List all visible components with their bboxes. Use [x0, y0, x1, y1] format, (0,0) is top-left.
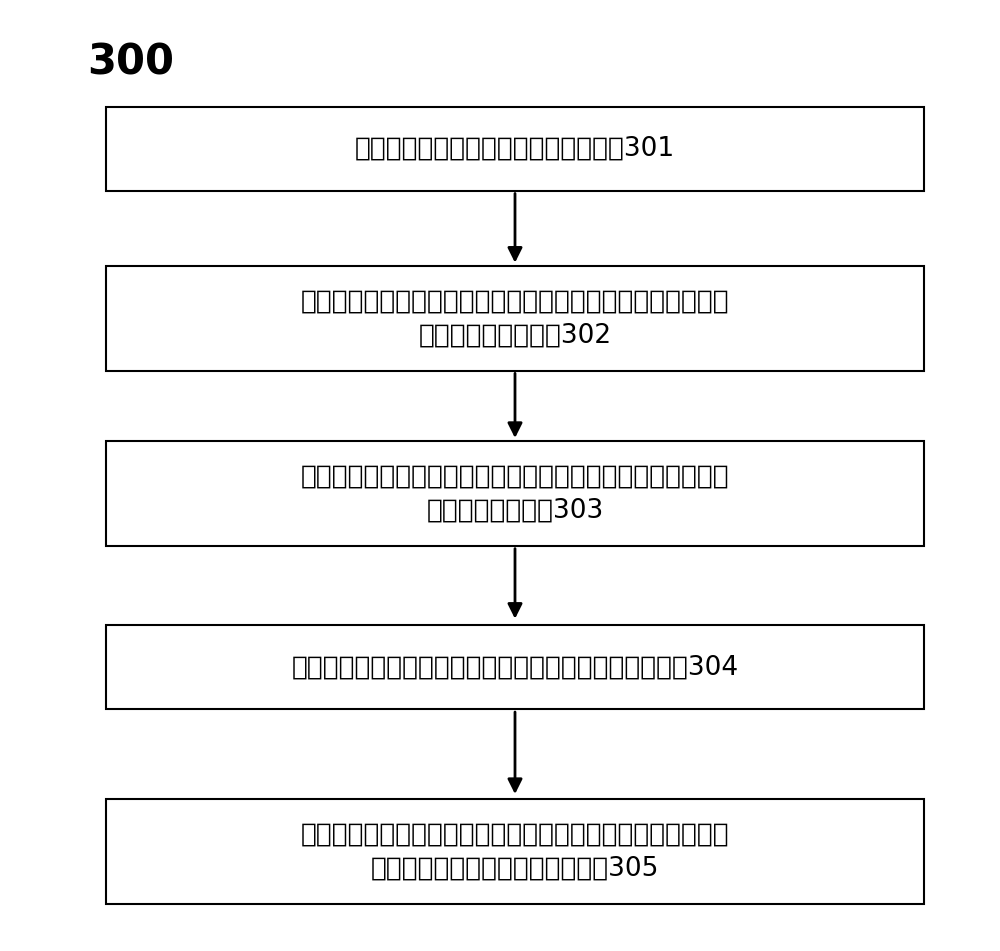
Bar	[106, 441, 924, 546]
Text: 对油浸式变电设备的工作温度进行测量301: 对油浸式变电设备的工作温度进行测量301	[355, 136, 675, 162]
Text: 对指针位置处的环境温度进行监测，获取环境监测温度値304: 对指针位置处的环境温度进行监测，获取环境监测温度値304	[291, 654, 739, 680]
Bar	[106, 266, 924, 371]
Text: 利用所述第一温度値和环境监测温度値对所述第二温度値进行
在线校准，获取校准后的输出温度305: 利用所述第一温度値和环境监测温度値对所述第二温度値进行 在线校准，获取校准后的输…	[301, 822, 729, 882]
Bar	[106, 799, 924, 904]
Bar	[106, 625, 924, 709]
Text: 将由温包测量的油浸式变电设备的工作温度以指针形式进行显
示，获取第一温度値302: 将由温包测量的油浸式变电设备的工作温度以指针形式进行显 示，获取第一温度値302	[301, 288, 729, 348]
Text: 300: 300	[87, 42, 174, 84]
Bar	[106, 107, 924, 190]
Text: 将由测温元件测量的油浸式变电设备的工作温度进行模数转换
，获取第二温度値303: 将由测温元件测量的油浸式变电设备的工作温度进行模数转换 ，获取第二温度値303	[301, 464, 729, 524]
